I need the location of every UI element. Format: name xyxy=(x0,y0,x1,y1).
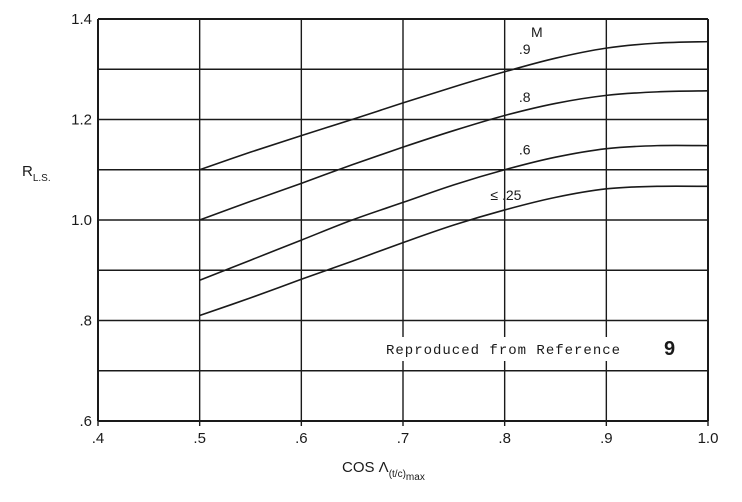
x-axis-title: COS Λ(t/c)max xyxy=(342,459,425,483)
x-axis-title-main: COS Λ xyxy=(342,459,389,476)
y-tick-label: 1.0 xyxy=(71,212,92,229)
x-axis-title-subscript: (t/c) xyxy=(389,469,406,480)
series-header-label: M xyxy=(531,24,543,40)
x-tick-label: .7 xyxy=(397,430,410,447)
x-tick-label: .8 xyxy=(498,430,511,447)
series-line xyxy=(199,185,709,317)
y-axis-title-main: R xyxy=(22,163,33,180)
series-layer xyxy=(199,40,709,317)
series-line xyxy=(199,40,709,171)
x-tick-label: 1.0 xyxy=(698,430,719,447)
label-layer: .9 .8 .6 ≤ .25 xyxy=(490,41,530,203)
x-tick-label: .4 xyxy=(92,430,105,447)
x-tick-label: .6 xyxy=(295,430,308,447)
annotation-number: 9 xyxy=(664,338,675,360)
y-tick-label: .8 xyxy=(79,313,92,330)
series-label: .6 xyxy=(519,142,531,158)
y-tick-label: 1.2 xyxy=(71,112,92,129)
series-label: .9 xyxy=(519,41,531,57)
series-label: ≤ .25 xyxy=(490,187,521,203)
y-tick-label: .6 xyxy=(79,413,92,430)
series-line xyxy=(199,144,709,282)
x-tick-label: .5 xyxy=(193,430,206,447)
series-label: .8 xyxy=(519,89,531,105)
annotation-background xyxy=(382,337,690,361)
annotation-text: Reproduced from Reference xyxy=(386,343,621,359)
series-line xyxy=(199,90,709,221)
x-tick-label: .9 xyxy=(600,430,613,447)
y-tick-label: 1.4 xyxy=(71,11,92,28)
x-axis-title-sub-subscript: max xyxy=(406,472,425,483)
y-axis-title: RL.S. xyxy=(22,163,51,184)
y-axis-title-subscript: L.S. xyxy=(33,173,51,184)
tick-layer: .4 .5 .6 .7 .8 .9 1.0 .6 .8 1.0 1.2 1.4 xyxy=(71,11,718,447)
